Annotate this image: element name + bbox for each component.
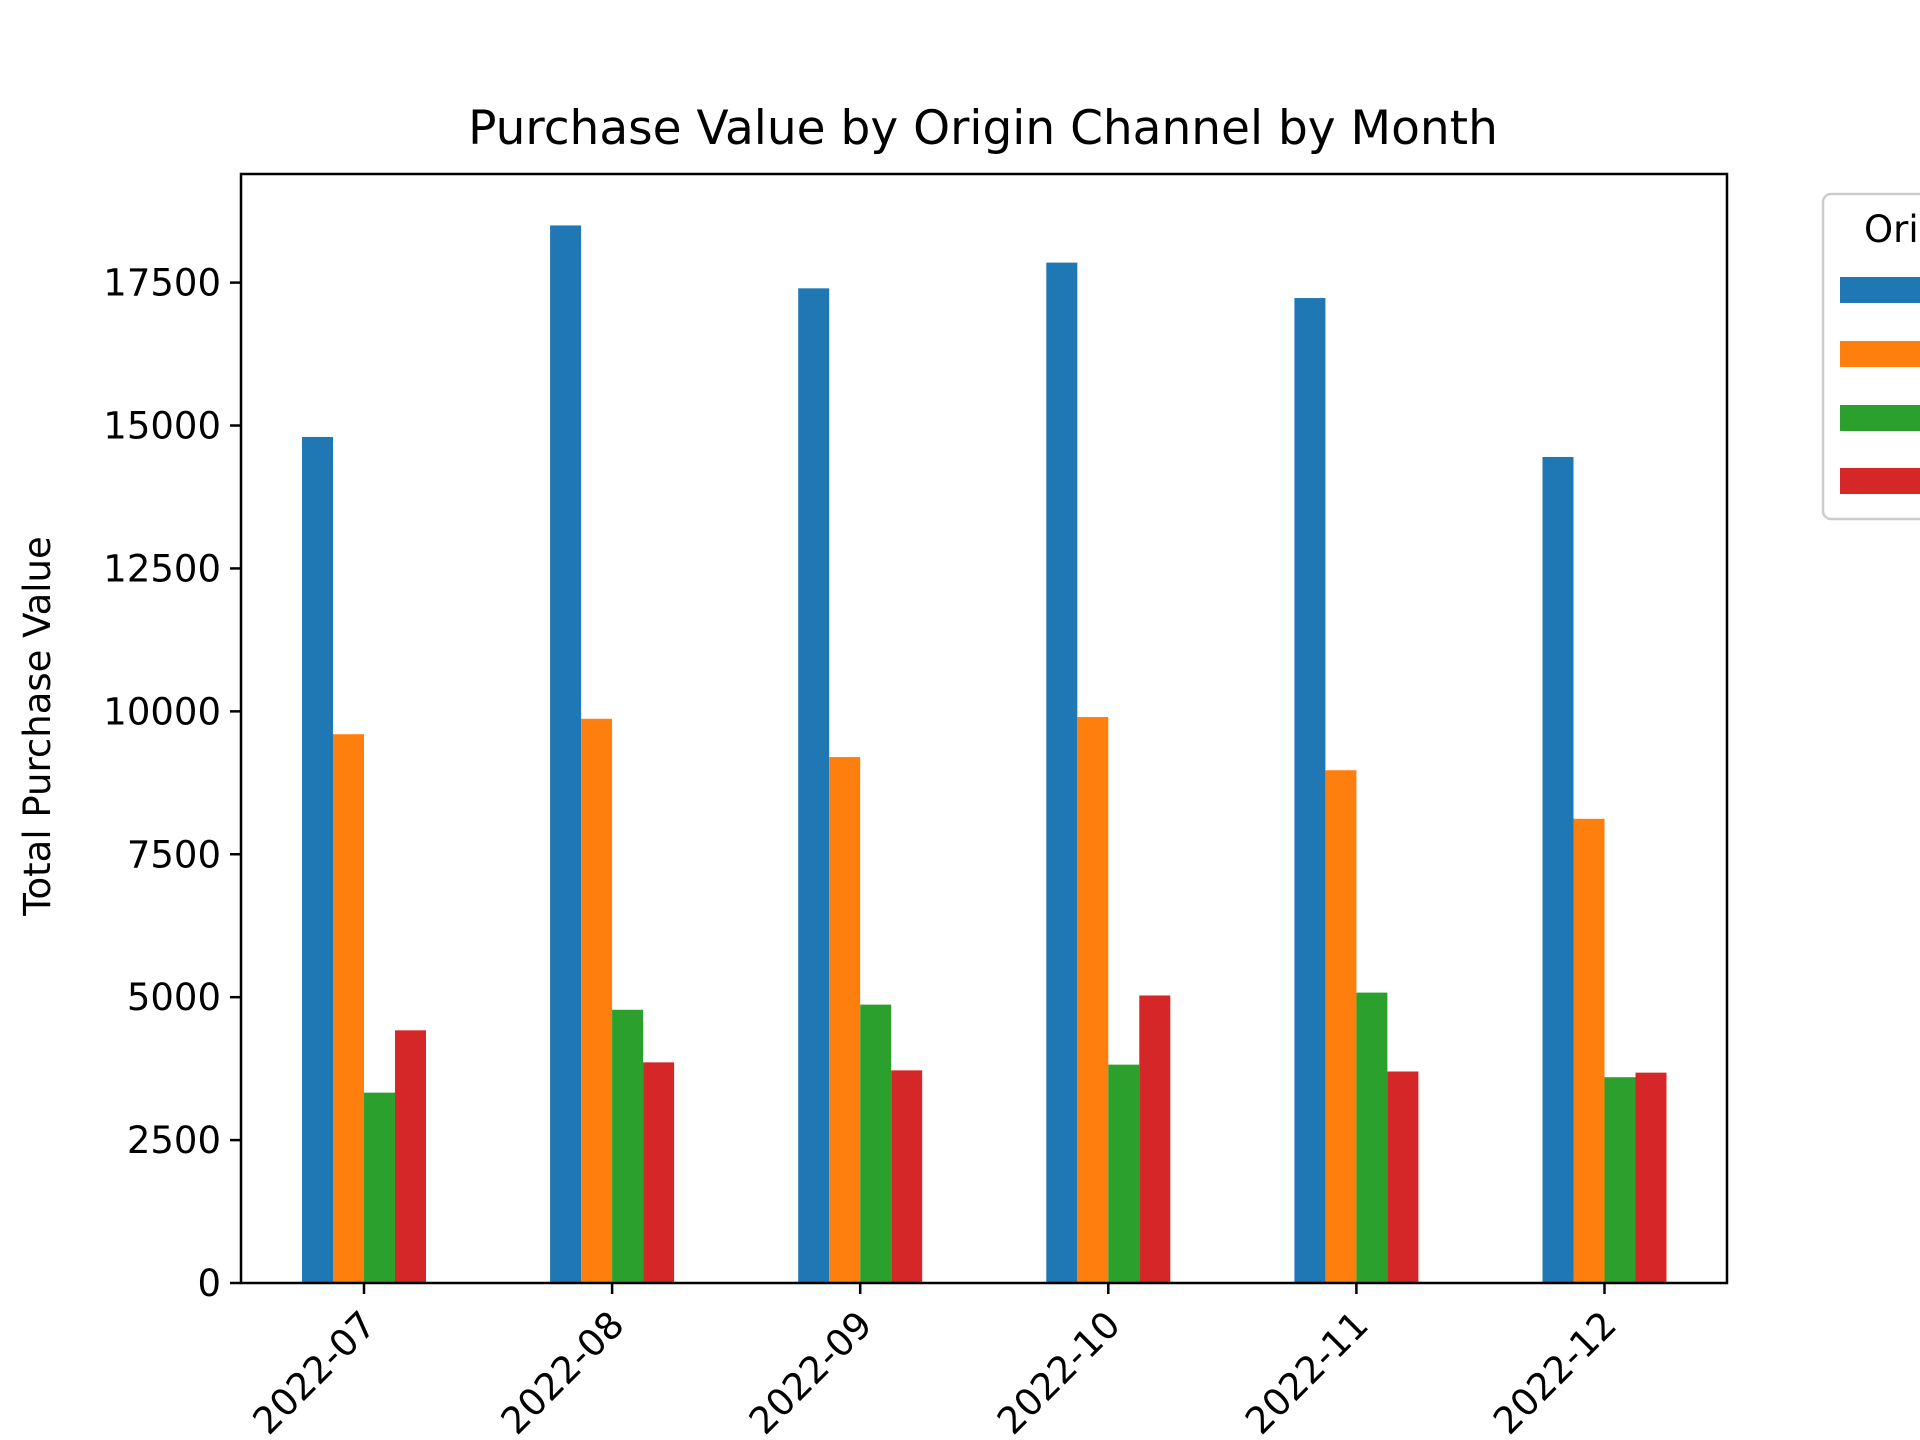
y-tick-label: 5000	[127, 976, 221, 1019]
plot-frame	[239, 172, 1729, 1285]
bar-2022-07-series-3	[364, 1092, 395, 1283]
bar-2022-09-series-4	[891, 1070, 923, 1283]
x-tick-label: 2022-09	[741, 1303, 881, 1440]
x-tick-label: 2022-12	[1485, 1303, 1625, 1440]
bar-2022-10-series-4	[1139, 995, 1171, 1283]
x-tick-label: 2022-07	[245, 1303, 385, 1440]
bar-2022-11-series-1	[1294, 298, 1326, 1283]
y-tick-label: 7500	[127, 833, 221, 876]
bar-2022-12-series-4	[1635, 1072, 1667, 1283]
x-tick-label: 2022-11	[1237, 1303, 1377, 1440]
bar-2022-08-series-1	[550, 225, 582, 1283]
bar-2022-11-series-4	[1387, 1071, 1419, 1283]
legend-title: Ori	[1864, 208, 1919, 251]
bar-2022-07-series-4	[395, 1030, 426, 1283]
y-tick-label: 17500	[103, 262, 221, 305]
bar-2022-12-series-3	[1604, 1077, 1636, 1283]
bar-2022-08-series-3	[612, 1009, 644, 1283]
bar-2022-09-series-2	[829, 757, 861, 1283]
legend-swatch-series-3	[1840, 405, 1920, 431]
bar-2022-11-series-3	[1356, 992, 1388, 1283]
bar-2022-10-series-2	[1077, 717, 1109, 1283]
bar-2022-07-series-1	[302, 436, 333, 1284]
legend-swatch-series-2	[1840, 341, 1920, 367]
x-tick-label: 2022-10	[989, 1303, 1129, 1440]
y-axis-label: Total Purchase Value	[16, 536, 59, 917]
y-tick-label: 0	[197, 1262, 221, 1305]
x-ticks-group: 2022-07 2022-08 2022-09 2022-10 2022-11 2022-…	[245, 1283, 1625, 1440]
bar-2022-07-series-2	[333, 734, 364, 1283]
bar-2022-11-series-2	[1325, 770, 1357, 1283]
legend: Ori	[1821, 192, 1920, 521]
bar-2022-12-series-2	[1573, 818, 1605, 1283]
legend-swatch-series-1	[1840, 277, 1920, 303]
bar-2022-08-series-2	[581, 718, 613, 1283]
y-tick-label: 15000	[103, 405, 221, 448]
y-tick-label: 10000	[103, 690, 221, 733]
bar-2022-09-series-3	[860, 1004, 892, 1283]
x-tick-label: 2022-08	[493, 1303, 633, 1440]
legend-swatch-series-4	[1840, 468, 1920, 494]
bar-2022-10-series-1	[1046, 262, 1078, 1283]
y-ticks-group: 0 2500 5000 7500 10000 12500 15000 17500	[103, 262, 241, 1305]
chart-title: Purchase Value by Origin Channel by Mont…	[468, 101, 1498, 156]
bar-2022-10-series-3	[1108, 1064, 1140, 1283]
y-tick-label: 2500	[127, 1119, 221, 1162]
bars-group	[302, 225, 1667, 1284]
bar-2022-09-series-1	[798, 288, 830, 1283]
bar-2022-12-series-1	[1542, 456, 1574, 1283]
y-tick-label: 12500	[103, 547, 221, 590]
bar-2022-08-series-4	[643, 1062, 675, 1283]
